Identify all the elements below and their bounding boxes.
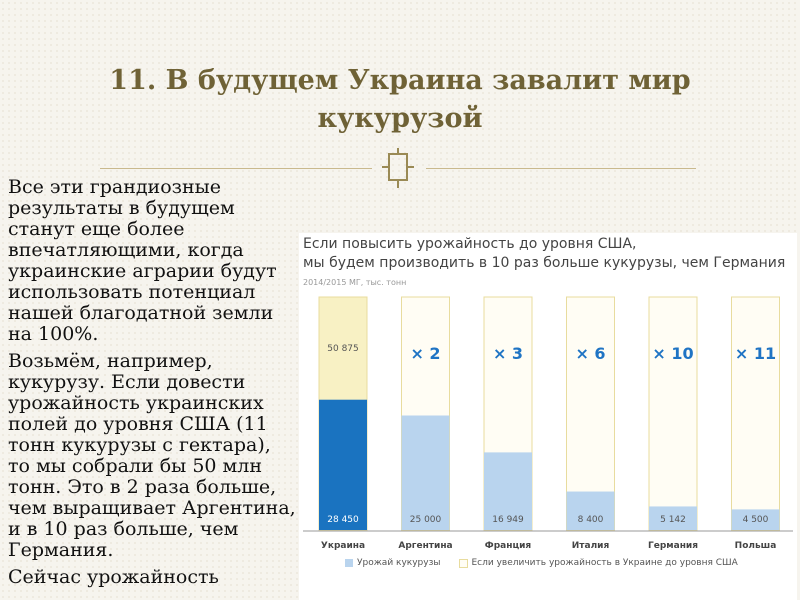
chart-legend: Урожай кукурузы Если увеличить урожайнос… — [345, 558, 795, 568]
legend-label-potential: Если увеличить урожайность в Украине до … — [471, 558, 738, 568]
value-label-2: 16 949 — [492, 515, 524, 525]
legend-item-actual: Урожай кукурузы — [345, 558, 441, 568]
legend-label-actual: Урожай кукурузы — [357, 558, 441, 568]
category-label-3: Италия — [572, 541, 610, 551]
category-label-1: Аргентина — [398, 541, 452, 551]
category-label-5: Польша — [735, 541, 777, 551]
value-label-0: 28 450 — [327, 515, 359, 525]
value-label-5: 4 500 — [743, 515, 769, 525]
top-label-2: × 3 — [493, 344, 523, 363]
category-label-0: Украина — [321, 541, 365, 551]
paragraph-2: Возьмём, например, кукурузу. Если довест… — [8, 350, 296, 561]
category-label-2: Франция — [485, 541, 532, 551]
title-divider-right — [426, 168, 696, 169]
category-label-4: Германия — [648, 541, 698, 551]
bar-actual-4 — [649, 506, 697, 530]
slide-title: 11. В будущем Украина завалит мир кукуру… — [109, 65, 691, 134]
bar-actual-1 — [401, 415, 450, 530]
paragraph-3: Сейчас урожайность — [8, 566, 219, 588]
chart-title-line-1: Если повысить урожайность до уровня США, — [303, 236, 637, 252]
bar-actual-5 — [731, 509, 780, 530]
top-label-5: × 11 — [735, 344, 776, 363]
value-label-1: 25 000 — [410, 515, 442, 525]
chart-plot: 28 450 50 875 Украина 25 000 × 2 Аргентина 16 … — [303, 296, 793, 551]
title-divider-left — [100, 168, 372, 169]
top-label-4: × 10 — [652, 344, 693, 363]
legend-swatch-potential — [458, 558, 468, 568]
top-label-0: 50 875 — [327, 344, 359, 354]
bar-potential-5 — [731, 296, 780, 531]
bar-actual-0 — [319, 399, 367, 530]
chart-subtitle: 2014/2015 МГ, тыс. тонн — [303, 278, 407, 287]
bar-potential-4 — [648, 296, 698, 531]
bar-actual-2 — [484, 452, 532, 530]
value-label-4: 5 142 — [660, 515, 686, 525]
ornament-icon — [382, 148, 414, 188]
paragraph-1: Все эти грандиозные результаты в будущем… — [8, 176, 277, 345]
top-label-3: × 6 — [575, 344, 605, 363]
chart-title-line-2: мы будем производить в 10 раз больше кук… — [303, 255, 786, 271]
bar-potential-3 — [566, 296, 615, 531]
value-label-3: 8 400 — [578, 515, 604, 525]
corn-chart: Если повысить урожайность до уровня США,… — [299, 233, 797, 600]
body-text: Все эти грандиозные результаты в будущем… — [8, 177, 298, 594]
legend-swatch-actual — [345, 559, 353, 567]
legend-item-potential: Если увеличить урожайность в Украине до … — [458, 558, 738, 568]
top-label-1: × 2 — [410, 344, 440, 363]
bar-actual-3 — [566, 491, 615, 530]
chart-title: Если повысить урожайность до уровня США,… — [303, 235, 793, 273]
